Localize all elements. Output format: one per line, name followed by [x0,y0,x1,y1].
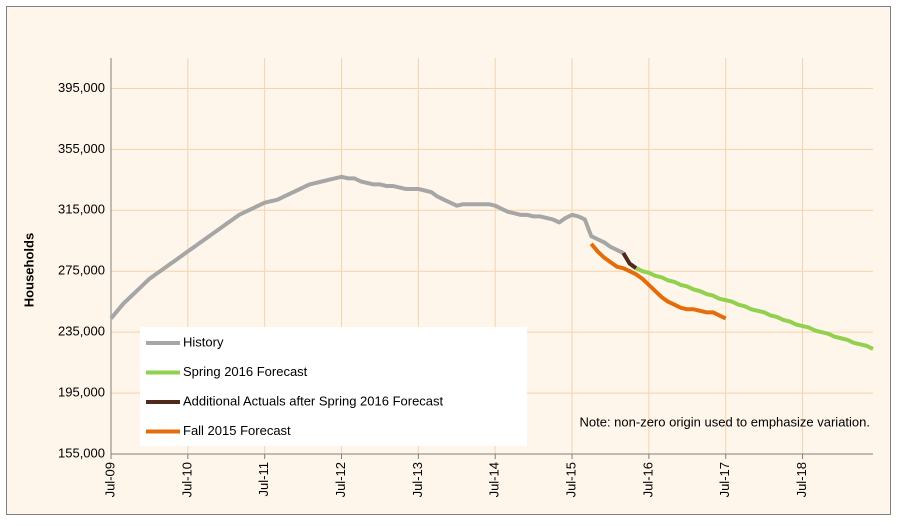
y-tick-label: 395,000 [58,80,105,95]
x-tick-label: Jul-16 [640,462,655,497]
y-tick-label: 195,000 [58,385,105,400]
legend: History Spring 2016 Forecast Additional Ac… [140,327,527,446]
series-line [635,266,874,351]
legend-label: Spring 2016 Forecast [183,364,308,379]
y-axis-title: Households [21,233,36,307]
legend-box [140,327,527,446]
legend-label: Fall 2015 Forecast [183,423,291,438]
y-tick-label: 235,000 [58,324,105,339]
y-tick-label: 355,000 [58,141,105,156]
x-tick-label: Jul-15 [563,462,578,497]
x-tick-label: Jul-10 [179,462,194,497]
series-line [589,242,727,321]
x-tick-label: Jul-14 [487,462,502,497]
x-tick-label: Jul-12 [333,462,348,497]
x-tick-label: Jul-17 [717,462,732,497]
x-tick-label: Jul-13 [410,462,425,497]
series-line [109,174,625,320]
y-tick-label: 315,000 [58,202,105,217]
legend-label: Additional Actuals after Spring 2016 For… [183,393,444,408]
y-tick-label: 275,000 [58,263,105,278]
x-tick-label: Jul-18 [794,462,809,497]
note: Note: non-zero origin used to emphasize … [580,414,871,429]
x-tick-label: Jul-11 [256,462,271,496]
y-tick-label: 155,000 [58,445,105,460]
legend-label: History [183,334,224,349]
series-line [621,251,638,270]
x-tick-label: Jul-09 [102,462,117,497]
